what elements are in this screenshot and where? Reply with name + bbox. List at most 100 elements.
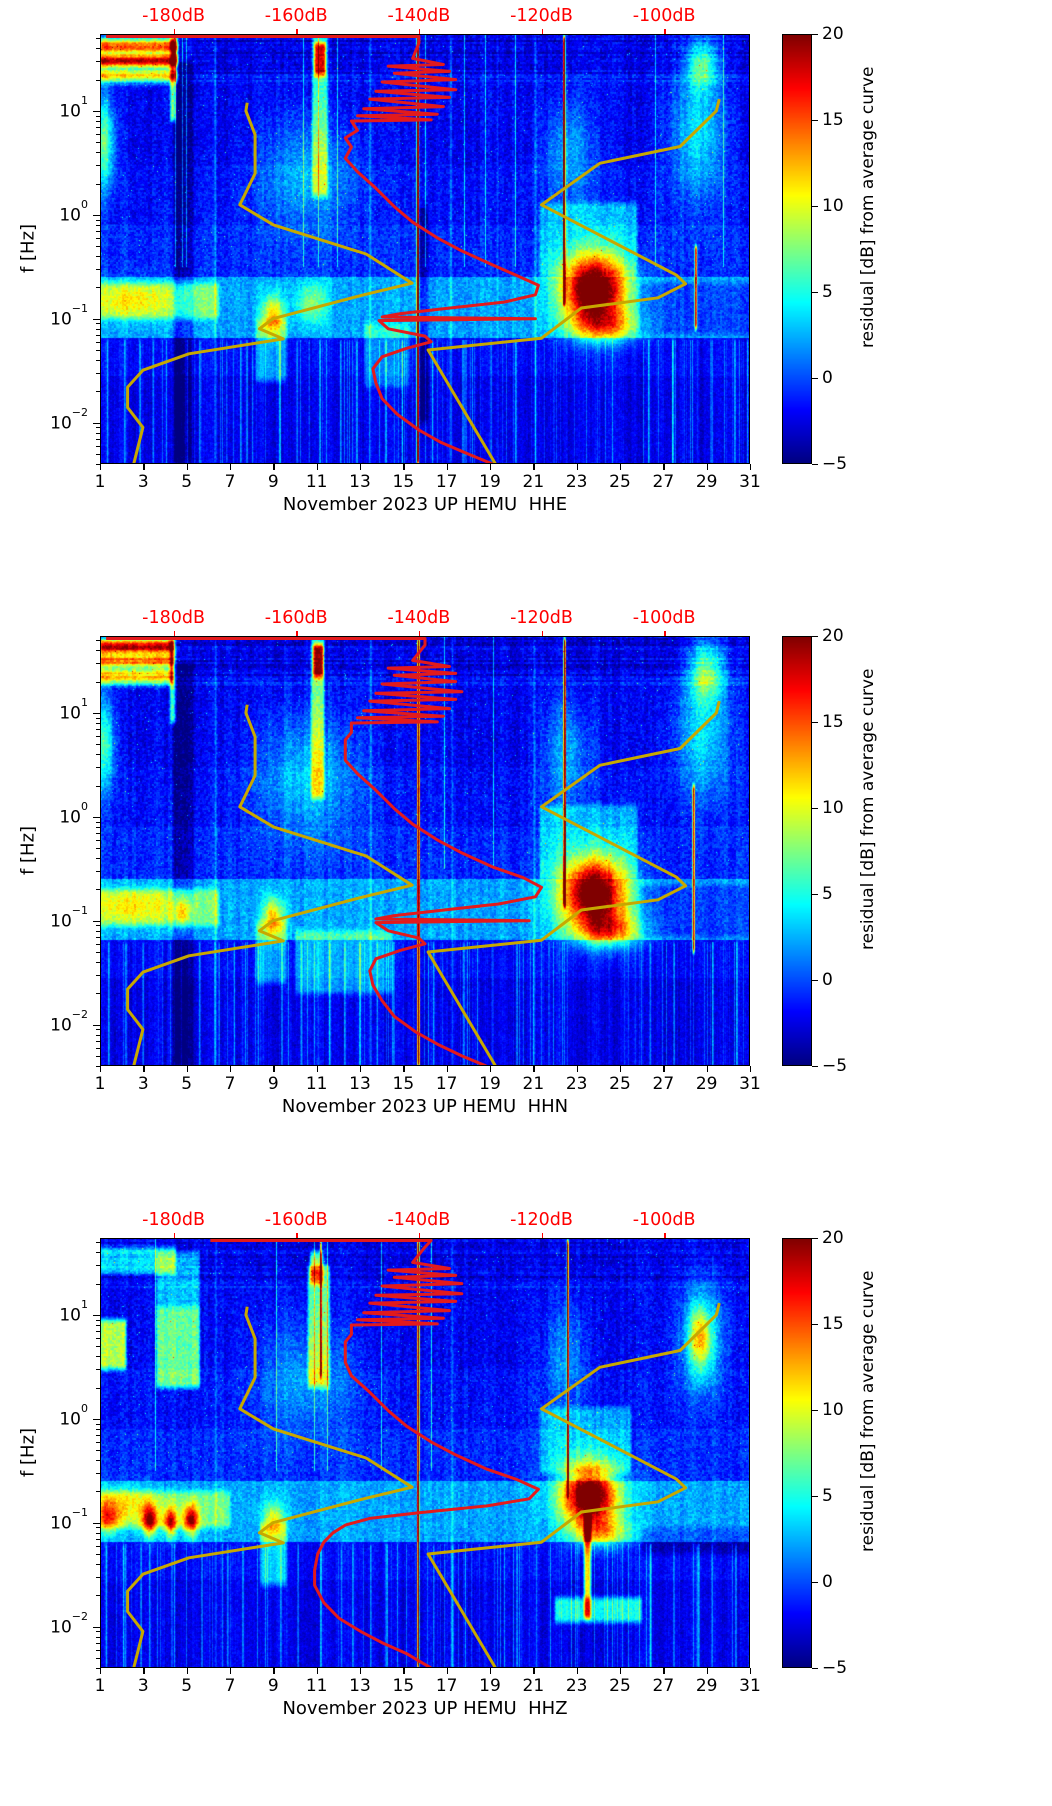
x-tick-label: 31	[739, 1676, 761, 1696]
y-tick	[93, 214, 100, 217]
y-minor-tick	[96, 464, 100, 465]
colorbar-tick-label: 0	[822, 970, 833, 990]
x-tick	[490, 1066, 492, 1072]
x-tick	[403, 1066, 405, 1072]
y-tick-label: 101	[59, 93, 88, 122]
x-tick-label: 29	[695, 1074, 718, 1094]
x-tick-label: 5	[181, 1676, 193, 1696]
colorbar-label: residual [dB] from average curve	[858, 668, 878, 950]
x-tick-label: 23	[565, 1074, 588, 1094]
colorbar-tick-label: 5	[822, 884, 833, 904]
x-tick	[316, 1066, 319, 1072]
x-tick-label: 17	[435, 472, 458, 492]
x-tick	[273, 464, 275, 470]
x-tick-label: 3	[137, 1074, 149, 1094]
panel-hhz: -180dB -160dB -140dB -120dB -100dB 1 3 5 7 9 11 13 1…	[0, 1204, 1052, 1806]
top-axis-label: -140dB	[387, 608, 451, 628]
x-tick	[490, 464, 492, 470]
y-tick-label: 10−2	[50, 1007, 88, 1036]
panel-hhn: -180dB -160dB -140dB -120dB -100dB 1 3 5 7 9 11 13 1…	[0, 602, 1052, 1204]
colorbar-tick-label: −5	[822, 1056, 848, 1076]
average-psd-curve	[106, 35, 540, 464]
colorbar-tick	[812, 120, 818, 122]
overlay-curves	[126, 1239, 721, 1668]
x-tick	[360, 464, 362, 470]
y-tick-label: 10−1	[50, 903, 88, 932]
top-axis-label: -120dB	[510, 6, 573, 26]
x-tick-label: 31	[739, 1074, 761, 1094]
x-tick	[533, 464, 535, 470]
x-tick	[186, 464, 189, 470]
overlay-curves	[106, 35, 721, 464]
high-noise-model-curve	[426, 1302, 721, 1668]
top-axis-label: -140dB	[387, 1210, 451, 1230]
colorbar-tick	[812, 894, 818, 896]
panel-hhe: -180dB -160dB -140dB -120dB -100dB 1 3 5 7 9 11 13 1…	[0, 0, 1052, 602]
x-tick	[576, 1066, 579, 1072]
colorbar-tick-label: 20	[822, 626, 844, 646]
x-tick-label: 7	[224, 1074, 236, 1094]
x-tick	[143, 1668, 145, 1674]
x-tick	[100, 1066, 102, 1072]
colorbar-tick-label: −5	[822, 1658, 848, 1678]
colorbar-tick	[812, 1238, 818, 1240]
x-tick	[533, 1066, 535, 1072]
colorbar-label: residual [dB] from average curve	[858, 66, 878, 348]
x-tick-label: 13	[349, 1074, 371, 1094]
x-tick-label: 1	[94, 1074, 106, 1094]
y-tick-label: 100	[59, 1401, 88, 1430]
x-tick	[706, 464, 709, 470]
x-tick-label: 19	[479, 1676, 501, 1696]
x-tick	[446, 1668, 449, 1674]
x-tick-label: 9	[267, 472, 279, 492]
x-tick	[316, 464, 319, 470]
x-tick-label: 23	[565, 472, 588, 492]
colorbar-tick	[812, 1410, 818, 1412]
y-tick-label: 10−1	[50, 1505, 88, 1534]
colorbar-tick-label: 0	[822, 368, 833, 388]
y-tick-label: 10−2	[50, 1609, 88, 1638]
top-axis-label: -120dB	[510, 1210, 573, 1230]
x-tick	[533, 1668, 535, 1674]
x-tick	[750, 464, 752, 470]
x-tick-label: 11	[305, 472, 328, 492]
y-tick	[93, 1522, 100, 1525]
y-tick	[93, 712, 100, 715]
x-tick	[403, 464, 405, 470]
y-tick	[93, 422, 100, 425]
colorbar-tick	[812, 1668, 818, 1670]
y-minor-tick	[96, 1668, 100, 1669]
colorbar-tick-label: 10	[822, 798, 844, 818]
colorbar-tick	[812, 808, 818, 810]
colorbar-tick	[812, 980, 818, 982]
x-tick-label: 21	[522, 1676, 545, 1696]
x-tick	[750, 1066, 752, 1072]
x-tick-label: 19	[479, 472, 501, 492]
x-tick-label: 5	[181, 472, 193, 492]
top-axis-label: -160dB	[264, 1210, 328, 1230]
x-tick	[100, 464, 102, 470]
top-axis-label: -180dB	[142, 6, 205, 26]
y-tick	[93, 1626, 100, 1629]
x-tick-label: 25	[609, 472, 631, 492]
colorbar-tick	[812, 1324, 818, 1326]
colorbar-tick-label: 5	[822, 282, 833, 302]
x-tick	[143, 464, 145, 470]
y-axis-label: f [Hz]	[17, 1427, 39, 1478]
colorbar-tick	[812, 34, 818, 36]
y-tick	[93, 1314, 100, 1317]
high-noise-model-curve	[426, 700, 721, 1066]
x-tick-label: 11	[305, 1074, 328, 1094]
y-tick	[93, 110, 100, 113]
x-tick-label: 7	[224, 472, 236, 492]
x-tick	[403, 1668, 405, 1674]
x-tick	[446, 464, 449, 470]
low-noise-model-curve	[126, 704, 414, 1066]
colorbar-tick	[812, 464, 818, 466]
x-tick-label: 3	[137, 472, 149, 492]
colorbar-tick-label: 10	[822, 196, 844, 216]
x-tick-label: 15	[392, 1074, 415, 1094]
x-tick-label: 15	[392, 1676, 415, 1696]
x-tick	[750, 1668, 752, 1674]
